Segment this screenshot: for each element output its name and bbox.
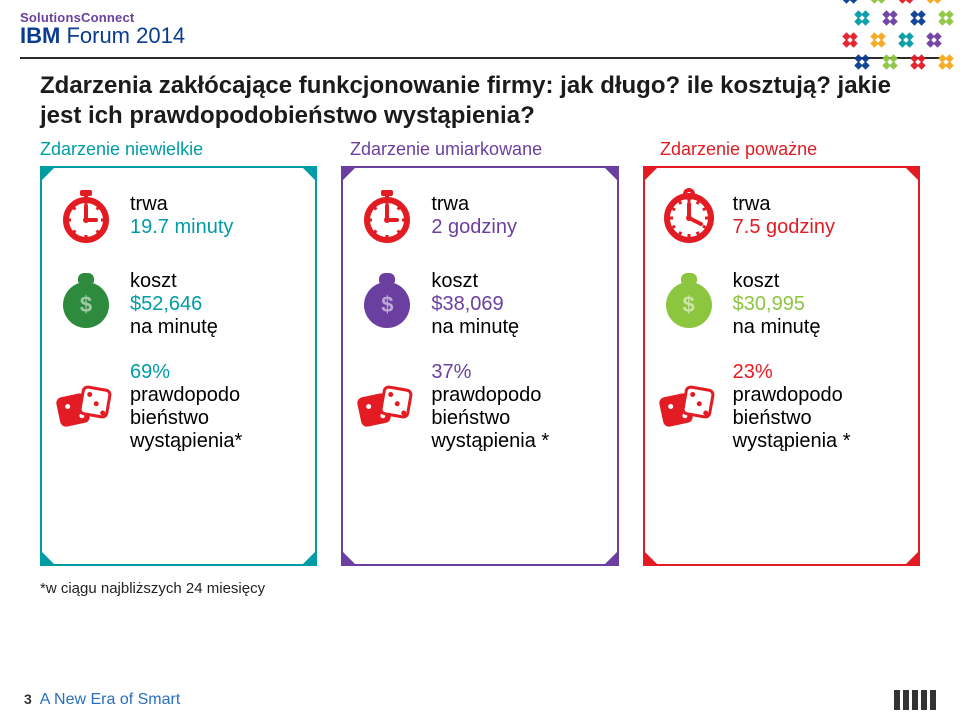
footer: 3 A New Era of Smart — [0, 684, 960, 720]
dice-icon — [355, 375, 419, 439]
cost-value: $52,646 — [130, 293, 202, 315]
prob-suffix: wystąpienia * — [431, 430, 549, 453]
category-label-moderate: Zdarzenie umiarkowane — [350, 139, 610, 160]
card: trwa19.7 minuty $ koszt$52,646na minutę 69%… — [40, 166, 317, 566]
stopwatch-icon — [355, 184, 419, 248]
prob-suffix: bieństwo — [431, 407, 549, 430]
duration-value: 19.7 minuty — [130, 216, 233, 238]
duration-label: trwa — [431, 193, 517, 216]
moneybag-icon: $ — [54, 273, 118, 337]
prob-value: 23% — [733, 361, 773, 383]
prob-suffix: bieństwo — [733, 407, 851, 430]
cost-label: koszt — [130, 270, 218, 293]
cost-suffix: na minutę — [733, 316, 821, 339]
page-number: 3 — [24, 691, 32, 707]
moneybag-icon: $ — [657, 273, 721, 337]
prob-suffix: wystąpienia * — [733, 430, 851, 453]
footer-tagline: A New Era of Smart — [40, 691, 181, 709]
prob-value: 37% — [431, 361, 471, 383]
cards-row: trwa19.7 minuty$koszt$52,646na minutę69%… — [0, 160, 960, 566]
moneybag-icon: $ — [355, 273, 419, 337]
footnote: *w ciągu najbliższych 24 miesięcy — [0, 566, 960, 597]
brand-prefix: IBM — [20, 23, 60, 48]
brand-rest: Forum 2014 — [60, 23, 185, 48]
clock-icon — [657, 184, 721, 248]
duration-label: trwa — [130, 193, 233, 216]
duration-label: trwa — [733, 193, 835, 216]
cost-value: $30,995 — [733, 293, 805, 315]
cost-value: $38,069 — [431, 293, 503, 315]
dice-icon — [657, 375, 721, 439]
category-label-severe: Zdarzenie poważne — [660, 139, 920, 160]
card: trwa2 godziny $ koszt$38,069na minutę 37%pr… — [341, 166, 618, 566]
prob-suffix: prawdopodo — [130, 384, 242, 407]
category-label-minor: Zdarzenie niewielkie — [40, 139, 300, 160]
prob-suffix: prawdopodo — [431, 384, 549, 407]
cost-suffix: na minutę — [130, 316, 218, 339]
header: SolutionsConnect IBM Forum 2014 — [0, 0, 960, 53]
brand-line: IBM Forum 2014 — [20, 23, 940, 49]
prob-value: 69% — [130, 361, 170, 383]
cost-suffix: na minutę — [431, 316, 519, 339]
duration-value: 7.5 godziny — [733, 216, 835, 238]
dice-icon — [54, 375, 118, 439]
header-decoration-icon — [820, 0, 960, 80]
card: trwa7.5 godziny $ koszt$30,995na minutę 23%… — [643, 166, 920, 566]
cost-label: koszt — [431, 270, 519, 293]
duration-value: 2 godziny — [431, 216, 517, 238]
prob-suffix: wystąpienia* — [130, 430, 242, 453]
cost-label: koszt — [733, 270, 821, 293]
prob-suffix: bieństwo — [130, 407, 242, 430]
prob-suffix: prawdopodo — [733, 384, 851, 407]
slide-title: Zdarzenia zakłócające funkcjonowanie fir… — [0, 59, 960, 135]
stopwatch-icon — [54, 184, 118, 248]
ibm-logo-icon — [894, 690, 936, 710]
category-labels: Zdarzenie niewielkie Zdarzenie umiarkowa… — [0, 135, 960, 160]
